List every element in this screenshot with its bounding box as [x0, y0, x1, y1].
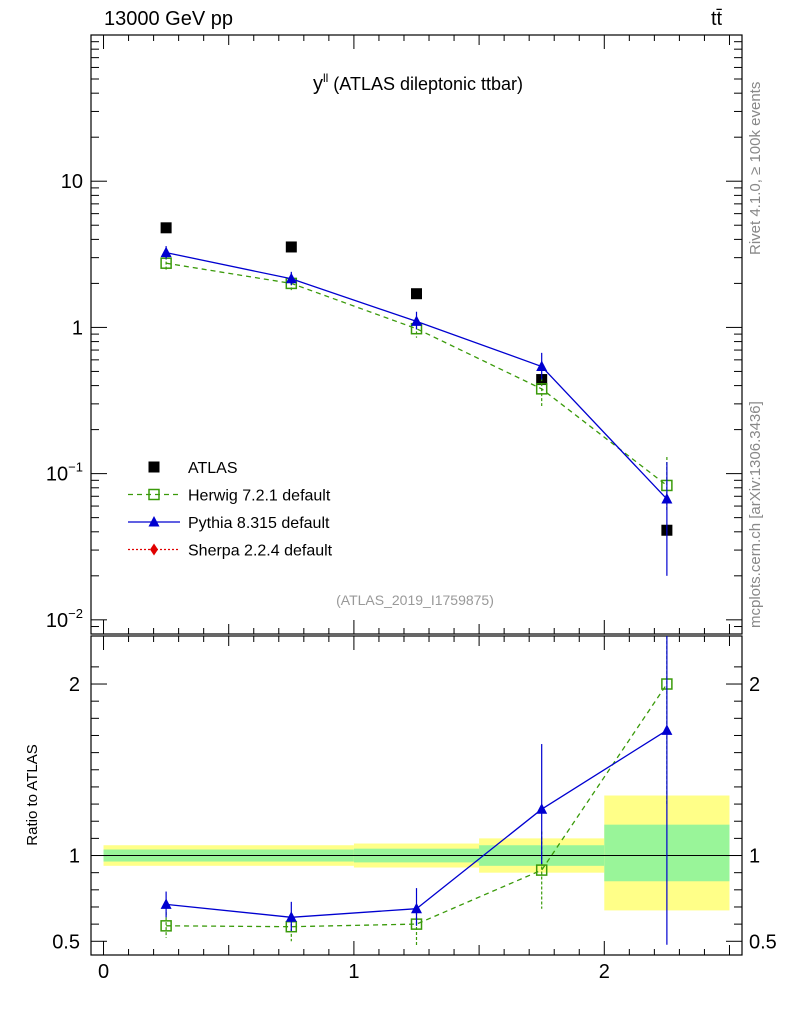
x-tick-label-2: 2 — [599, 961, 610, 983]
upper-y-tick-label-3: 10−2 — [46, 606, 83, 632]
lower-y-tick-label-right-1: 1 — [749, 846, 760, 868]
pythia-ratio-point-3 — [536, 803, 548, 814]
atlas-data-point-1 — [285, 241, 297, 253]
lower-frame — [90, 635, 743, 956]
herwig-upper-line — [165, 262, 668, 487]
x-tick-label-1: 1 — [348, 961, 359, 983]
pythia-ratio-point-4 — [661, 724, 673, 735]
herwig-upper-point-3 — [535, 383, 548, 395]
herwig-ratio-point-0 — [160, 920, 172, 932]
legend: ATLAS Herwig 7.2.1 default Pythia 8.315 de… — [128, 460, 333, 560]
plot-title: yll (ATLAS dileptonic ttbar) — [313, 71, 523, 95]
legend-label-sherpa: Sherpa 2.2.4 default — [188, 543, 333, 560]
pythia-upper-point-1 — [285, 272, 297, 284]
atlas-data-point-0 — [160, 222, 172, 234]
lower-y-tick-label-left-2: 2 — [69, 674, 80, 696]
upper-y-tick-label-1: 1 — [72, 317, 83, 339]
atlas-data-point-2 — [411, 288, 422, 300]
legend-marker-sherpa — [150, 543, 158, 556]
pythia-ratio-point-0 — [160, 898, 172, 909]
herwig-ratio-point-3 — [535, 864, 548, 876]
herwig-ratio-line — [166, 683, 668, 928]
legend-marker-herwig — [148, 488, 160, 501]
legend-marker-atlas — [148, 461, 160, 473]
pythia-upper-point-3 — [536, 360, 548, 372]
lower-y-tick-label-left-1: 1 — [69, 846, 80, 868]
axis-labels: 10 1 10−1 10−2 0.5 0.5 1 1 2 2 0 1 2 Ratio to ATLAS yl… — [24, 71, 777, 983]
pythia-upper-point-4 — [661, 493, 673, 504]
legend-label-atlas: ATLAS — [188, 460, 238, 477]
pythia-upper-point-2 — [411, 315, 422, 326]
energy-label: 13000 GeV pp — [104, 8, 233, 30]
lower-y-tick-label-right-2: 2 — [749, 674, 760, 696]
process-label: tt̄ — [711, 8, 723, 30]
pythia-ratio-point-2 — [411, 902, 422, 914]
x-tick-label-0: 0 — [98, 961, 109, 983]
analysis-id-label: (ATLAS_2019_I1759875) — [336, 592, 494, 608]
legend-label-pythia: Pythia 8.315 default — [188, 515, 330, 532]
lower-y-tick-label-left-0: 0.5 — [52, 931, 80, 953]
ratio-axis-label: Ratio to ATLAS — [24, 744, 41, 845]
upper-y-tick-label-2: 10−1 — [46, 460, 83, 486]
upper-y-tick-label-0: 10 — [61, 171, 83, 193]
lower-y-tick-label-right-0: 0.5 — [749, 931, 777, 953]
pythia-ratio-point-1 — [285, 911, 297, 922]
data-series — [160, 222, 673, 946]
axis-ticks — [91, 35, 742, 955]
legend-label-herwig: Herwig 7.2.1 default — [188, 488, 331, 505]
legend-marker-pythia — [148, 516, 160, 527]
pythia-upper-point-0 — [160, 246, 172, 258]
